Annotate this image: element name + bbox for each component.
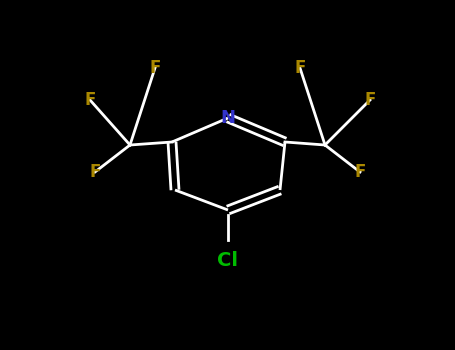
Text: F: F: [364, 91, 376, 109]
Text: N: N: [221, 109, 236, 127]
Text: F: F: [354, 163, 366, 181]
Text: Cl: Cl: [217, 251, 238, 270]
Text: F: F: [294, 59, 306, 77]
Text: F: F: [84, 91, 96, 109]
Text: F: F: [149, 59, 161, 77]
Text: F: F: [89, 163, 101, 181]
